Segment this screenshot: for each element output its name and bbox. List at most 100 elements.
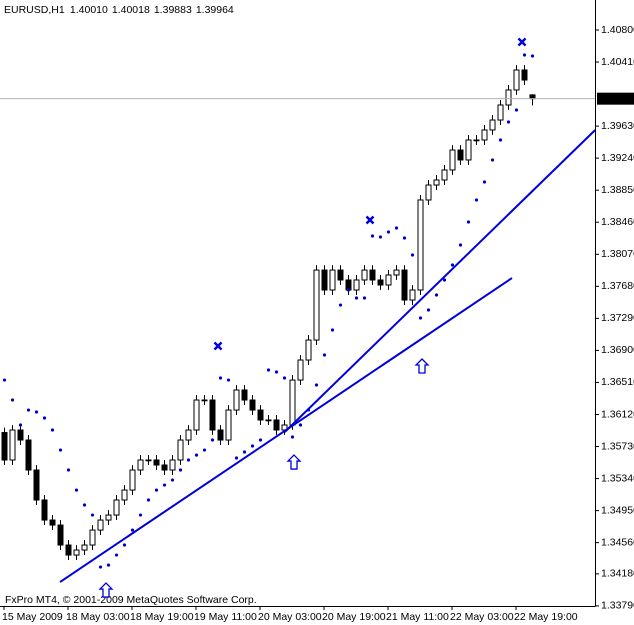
candle-body	[361, 269, 368, 281]
candle-body	[377, 279, 384, 286]
candle-body	[217, 429, 224, 441]
candle-body	[417, 199, 424, 291]
sar-dot	[18, 423, 23, 427]
sar-dot	[346, 288, 351, 292]
y-tick-label: 1.40800	[601, 24, 634, 36]
candle-body	[65, 544, 72, 556]
candle-body	[57, 524, 64, 546]
candle-body	[257, 409, 264, 421]
sar-dot	[434, 293, 439, 297]
sar-dot	[266, 368, 271, 372]
sar-dot	[282, 376, 287, 380]
candle-body	[121, 489, 128, 501]
candle-body	[49, 519, 56, 526]
y-tick-label: 1.33790	[601, 600, 634, 612]
sar-dot	[50, 428, 55, 432]
candle-body	[273, 419, 280, 431]
y-tick-label: 1.39240	[601, 152, 634, 164]
sar-dot	[170, 478, 175, 482]
x-tick-label: 15 May 2009	[2, 611, 63, 623]
candle-body	[249, 399, 256, 411]
candle-body	[353, 279, 360, 291]
buy-arrow	[286, 454, 302, 470]
sar-dot	[66, 468, 71, 472]
sar-dot	[114, 553, 119, 557]
sar-dot	[298, 423, 303, 427]
sar-dot	[106, 563, 111, 567]
sar-dot	[226, 378, 231, 382]
sar-dot	[314, 383, 319, 387]
candle-body	[457, 149, 464, 161]
candle-body	[233, 389, 240, 411]
sar-dot	[458, 243, 463, 247]
x-tick-label: 21 May 11:00	[386, 611, 449, 623]
buy-arrow	[414, 358, 430, 374]
sar-dot	[186, 458, 191, 462]
x-tick-label: 22 May 19:00	[514, 611, 578, 623]
open-label: 1.40010	[70, 4, 108, 16]
sar-dot	[210, 438, 215, 442]
y-tick-label: 1.36510	[601, 376, 634, 388]
sar-dot	[386, 230, 391, 234]
candle-body	[505, 89, 512, 106]
sar-dot	[426, 308, 431, 312]
candle-body	[529, 94, 536, 100]
current-price-box	[597, 92, 634, 105]
trend-line	[284, 129, 596, 433]
x-tick-label: 20 May 03:00	[258, 611, 322, 623]
candle-body	[209, 399, 216, 431]
sar-dot	[258, 438, 263, 442]
candle-body	[305, 339, 312, 361]
sar-dot	[218, 376, 223, 380]
current-price-label: 1.39964	[599, 92, 634, 104]
sar-dot	[394, 226, 399, 230]
sar-dot	[2, 378, 7, 382]
candle-body	[433, 179, 440, 186]
header: EURUSD,H1 1.40010 1.40018 1.39883 1.39964	[4, 4, 234, 16]
sar-dot	[338, 303, 343, 307]
close-label: 1.39964	[196, 4, 234, 16]
y-tick-label: 1.34950	[601, 504, 634, 516]
y-tick-label: 1.34560	[601, 536, 634, 548]
sar-dot	[482, 180, 487, 184]
candle-body	[1, 432, 8, 461]
sar-dot	[162, 483, 167, 487]
sar-dot	[466, 220, 471, 224]
y-tick-label: 1.38070	[601, 248, 634, 260]
x-tick-label: 19 May 11:00	[194, 611, 257, 623]
candle-body	[185, 429, 192, 441]
buy-arrow	[98, 582, 114, 598]
candle-body	[393, 269, 400, 276]
candle-body	[153, 459, 160, 466]
sell-cross	[365, 215, 375, 225]
y-tick-label: 1.38460	[601, 216, 634, 228]
sar-dot	[26, 408, 31, 412]
sar-dot	[34, 410, 39, 414]
y-tick-label: 1.39630	[601, 120, 634, 132]
candle-body	[137, 459, 144, 471]
sar-dot	[178, 468, 183, 472]
candle-body	[497, 104, 504, 121]
candle-body	[97, 519, 104, 531]
sar-dot	[90, 513, 95, 517]
sar-dot	[378, 235, 383, 239]
sar-dot	[530, 54, 535, 58]
sar-dot	[10, 398, 15, 402]
sar-dot	[490, 158, 495, 162]
candle-body	[113, 499, 120, 516]
sar-dot	[82, 503, 87, 507]
candle-body	[401, 269, 408, 301]
x-tick-label: 22 May 03:00	[450, 611, 514, 623]
y-tick-label: 1.36120	[601, 408, 634, 420]
sar-dot	[506, 120, 511, 124]
candle-body	[337, 269, 344, 281]
sar-dot	[74, 488, 79, 492]
candle-body	[369, 269, 376, 281]
candle-body	[521, 69, 528, 81]
y-tick-label: 1.34180	[601, 568, 634, 580]
candle-body	[17, 429, 24, 441]
candle-body	[441, 169, 448, 181]
candle-body	[265, 419, 272, 422]
candle-body	[241, 389, 248, 401]
